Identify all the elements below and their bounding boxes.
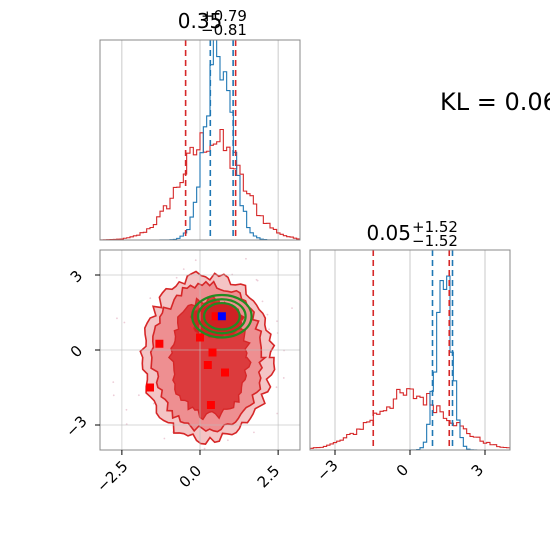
bl-sample-point [266,313,269,316]
bl-red-marker [146,383,154,392]
br-title-sup: +1.52 [412,218,458,236]
br-vlines [372,250,454,450]
panel-bottom-left: −2.5 0.0 2.5 −3 0 3 [62,232,301,496]
bl-grid [100,250,300,450]
bl-ytick-label: 3 [67,267,86,286]
br-red-hist-line [310,388,510,450]
br-title: 0.05 [366,221,411,245]
bl-green-ellipse [202,301,241,331]
tl-red-histogram [100,128,300,240]
bl-sample-point [182,268,185,271]
bl-xtick-label: 0.0 [176,462,206,492]
bl-sample-point [112,381,115,384]
br-title-sub: −1.52 [412,232,458,250]
bl-sample-point [275,386,278,389]
tl-title: 0.35 [178,9,223,33]
br-xtick-label: 0 [393,461,412,480]
bl-ytick-label: −3 [62,412,90,440]
bl-sample-point [116,317,118,320]
tl-frame [99,39,301,241]
bl-red-marker [208,348,217,357]
br-title-main: 0.05 [366,221,411,245]
panel-top-left: 0.35 +0.79 −0.81 [99,7,301,241]
bl-sample-point [245,257,247,260]
bl-ytick-label: 0 [67,342,86,361]
tl-title-sub: −0.81 [201,21,247,39]
bl-sample-point [125,408,128,411]
br-red-histogram [310,388,510,450]
bl-sample-point [90,386,92,388]
bl-points [146,312,229,409]
br-grid [334,250,486,450]
bl-sample-point [163,437,166,440]
bl-green-ellipse [197,298,247,335]
bl-green-ellipses [191,293,253,339]
bl-sample-point [261,300,264,303]
bl-sample-point [291,307,293,310]
bl-yticks: −3 0 3 [62,267,100,441]
panel-bottom-right: −3 0 3 0.05 +1.52 −1.52 [309,218,511,485]
tl-title-sup: +0.79 [201,7,247,25]
tl-vlines [184,40,237,240]
bl-contours [90,232,293,460]
bl-sample-point [203,447,206,450]
bl-blue-marker [217,312,226,321]
bl-sample-point [266,458,268,460]
bl-sample-point [267,240,269,242]
br-xtick-label: −3 [313,456,341,484]
bl-sample-point [253,431,255,434]
bl-red-marker [203,361,212,369]
bl-green-ellipse [191,293,253,339]
bl-sample-point [149,297,152,300]
bl-sample-point [152,232,154,234]
bl-sample-point [282,377,285,379]
br-xtick-label: 3 [468,461,487,480]
tl-title-main: 0.35 [178,9,223,33]
bl-red-marker [155,339,164,348]
bl-sample-point [276,412,279,415]
bl-red-marker [196,333,204,342]
kl-annotation: KL = 0.06 [440,88,550,116]
bl-sample-point [226,439,229,442]
bl-sample-point [175,276,178,279]
bl-xtick-label: 2.5 [254,462,284,492]
bl-sample-point [125,423,128,426]
tl-red-hist-line [100,128,300,240]
bl-sample-point [123,321,126,324]
bl-sample-point [112,394,115,397]
bl-sample-point [137,394,140,397]
bl-sample-point [194,457,196,459]
bl-xticks: −2.5 0.0 2.5 [93,450,283,496]
bl-xtick-label: −2.5 [93,457,131,495]
br-xticks: −3 0 3 [313,450,487,485]
bl-sample-point [276,320,278,323]
bl-red-marker [221,368,229,377]
bl-sample-point [194,259,197,262]
bl-sample-point [152,402,155,405]
bl-sample-point [268,328,270,331]
bl-red-marker [211,312,220,321]
bl-sample-point [256,279,259,282]
bl-red-marker [206,401,215,409]
